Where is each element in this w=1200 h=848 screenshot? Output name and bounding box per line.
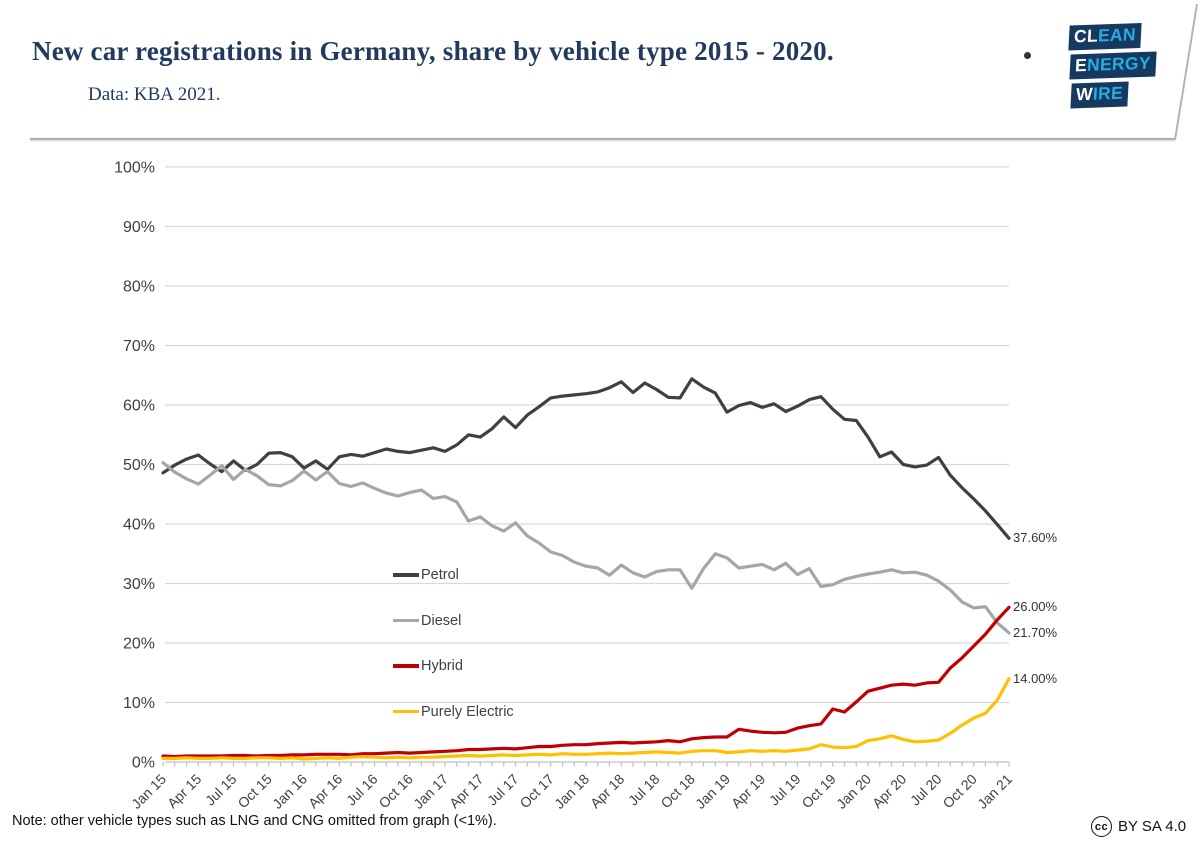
y-axis-label-50: 50% <box>123 457 155 474</box>
x-axis-label-jan-15: Jan 15 <box>128 771 169 812</box>
end-label-hybrid: 26.00% <box>1013 599 1058 615</box>
legend-swatch-petrol <box>393 573 419 577</box>
axes: 0%10%20%30%40%50%60%70%80%90%100%Jan 15A… <box>114 160 1015 812</box>
logo-dot-icon <box>1024 52 1031 59</box>
x-axis-label-oct-18: Oct 18 <box>657 771 698 812</box>
y-axis-label-70: 70% <box>123 338 155 355</box>
creative-commons-icon: cc <box>1091 816 1112 837</box>
x-axis-label-jan-20: Jan 20 <box>833 771 874 812</box>
x-axis-label-jul-16: Jul 16 <box>343 771 381 809</box>
legend-item-diesel: Diesel <box>393 613 461 629</box>
x-axis-label-jul-17: Jul 17 <box>484 771 522 809</box>
x-axis-label-apr-19: Apr 19 <box>728 771 769 812</box>
legend-swatch-diesel <box>393 618 419 623</box>
y-axis-label-40: 40% <box>123 517 155 534</box>
x-axis-label-apr-18: Apr 18 <box>587 771 628 812</box>
license-label: BY SA 4.0 <box>1118 818 1187 835</box>
legend-label: Hybrid <box>421 658 463 674</box>
end-label-purely-electric: 14.00% <box>1013 670 1058 686</box>
legend-label: Petrol <box>421 567 459 583</box>
gridlines <box>165 166 1009 763</box>
y-axis-label-30: 30% <box>123 576 155 593</box>
y-axis-label-90: 90% <box>123 219 155 236</box>
legend-label: Purely Electric <box>421 703 514 720</box>
data-series <box>161 377 1011 761</box>
end-label-diesel: 21.70% <box>1013 624 1058 640</box>
x-axis-label-apr-17: Apr 17 <box>446 771 487 812</box>
y-axis-label-20: 20% <box>123 636 155 653</box>
x-axis-label-oct-15: Oct 15 <box>234 771 275 812</box>
x-axis-label-jul-19: Jul 19 <box>766 771 804 809</box>
x-axis-label-jan-18: Jan 18 <box>551 771 592 812</box>
y-axis-label-100: 100% <box>114 160 155 177</box>
license-badge: cc BY SA 4.0 <box>1091 816 1186 837</box>
legend-swatch-purely-electric <box>393 709 419 714</box>
legend-swatch-hybrid <box>393 664 419 668</box>
legend-item-petrol: Petrol <box>393 567 459 583</box>
legend-item-purely-electric: Purely Electric <box>393 704 514 720</box>
x-axis-label-oct-17: Oct 17 <box>516 771 557 812</box>
x-axis-label-jan-19: Jan 19 <box>692 771 733 812</box>
x-axis-label-oct-19: Oct 19 <box>798 771 839 812</box>
series-line-hybrid <box>161 605 1011 759</box>
x-axis-label-jan-17: Jan 17 <box>410 771 451 812</box>
x-axis-label-oct-16: Oct 16 <box>375 771 416 812</box>
footnote: Note: other vehicle types such as LNG an… <box>12 813 497 829</box>
x-axis-label-jul-18: Jul 18 <box>625 771 663 809</box>
series-line-petrol <box>161 377 1011 540</box>
x-axis-label-jan-21: Jan 21 <box>974 771 1015 812</box>
x-axis-label-jul-20: Jul 20 <box>907 771 945 809</box>
x-axis-label-jul-15: Jul 15 <box>202 771 240 809</box>
header-divider <box>30 3 1198 142</box>
y-axis-label-80: 80% <box>123 279 155 296</box>
series-line-purely-electric <box>161 677 1011 761</box>
data-source: Data: KBA 2021. <box>88 84 221 105</box>
x-axis-label-oct-20: Oct 20 <box>939 771 980 812</box>
y-axis-label-60: 60% <box>123 398 155 415</box>
x-axis-label-apr-20: Apr 20 <box>869 771 910 812</box>
x-axis-label-jan-16: Jan 16 <box>269 771 310 812</box>
series-line-diesel <box>161 461 1011 635</box>
x-axis-label-apr-16: Apr 16 <box>305 771 346 812</box>
y-axis-label-0: 0% <box>132 755 155 772</box>
legend-label: Diesel <box>421 612 462 629</box>
legend-item-hybrid: Hybrid <box>393 658 463 674</box>
page-title: New car registrations in Germany, share … <box>32 36 834 66</box>
y-axis-label-10: 10% <box>123 695 155 712</box>
end-label-petrol: 37.60% <box>1013 530 1058 546</box>
x-axis-label-apr-15: Apr 15 <box>164 771 205 812</box>
